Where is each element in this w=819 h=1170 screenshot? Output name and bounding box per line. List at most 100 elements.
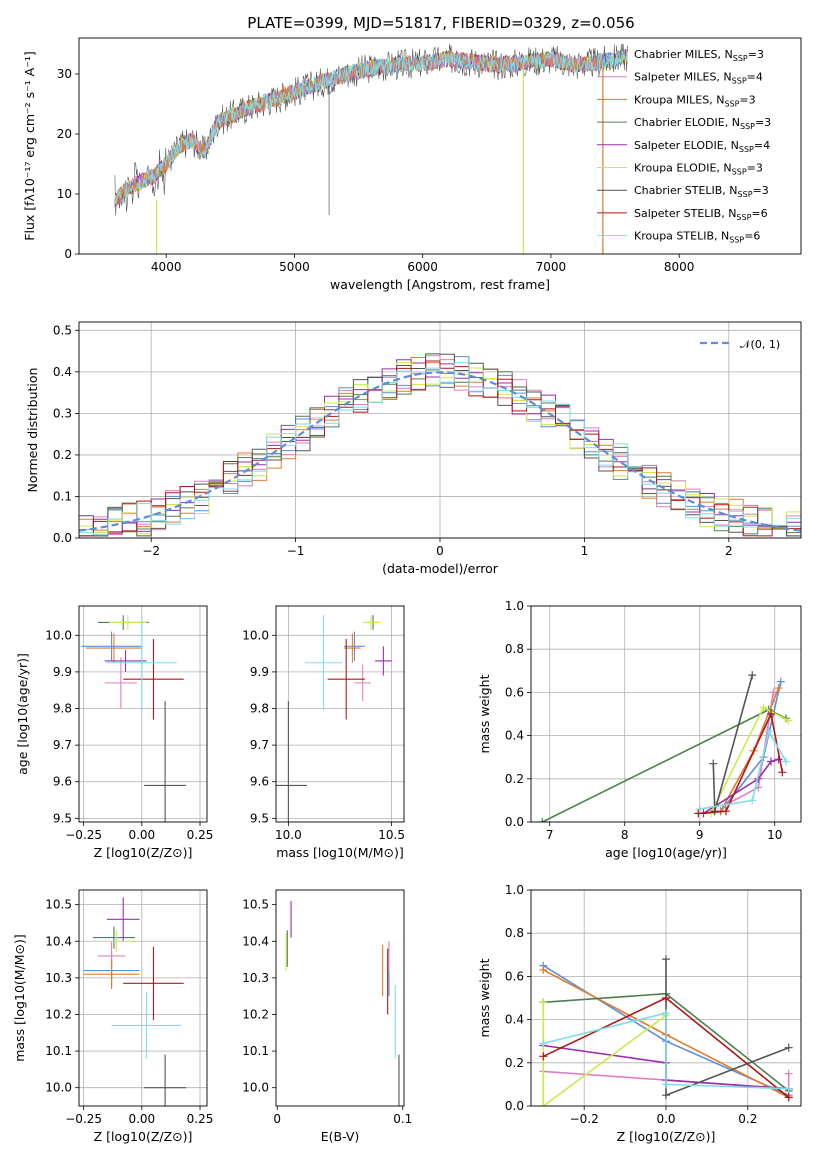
weight-marker — [662, 1091, 670, 1100]
x-tick-label: 9 — [696, 828, 704, 842]
x-axis-label: Z [log10(Z/Z⊙)] — [617, 1129, 716, 1144]
legend-label: Chabrier ELODIE, NSSP=3 — [634, 116, 771, 131]
x-tick-label: 7 — [546, 828, 554, 842]
y-tick-label: 9.7 — [250, 738, 269, 752]
figure-title: PLATE=0399, MJD=51817, FIBERID=0329, z=0… — [247, 14, 634, 32]
legend-label: Kroupa MILES, NSSP=3 — [634, 93, 756, 108]
x-tick-label: −0.2 — [570, 1112, 599, 1126]
y-axis-label: mass weight — [477, 958, 492, 1037]
histogram-step — [79, 362, 801, 536]
x-tick-label: 6000 — [407, 260, 438, 274]
weight-marker — [769, 688, 778, 697]
errorbars — [83, 897, 187, 1106]
normal-curve — [79, 371, 801, 532]
y-tick-label: 0.0 — [53, 531, 72, 545]
age-vs-mass-panel: 10.0 10.5 9.5 9.6 9.7 9.8 9.9 10.0 mass [log10(M… — [242, 605, 405, 860]
x-tick-label: 0 — [273, 1112, 281, 1126]
weight-marker — [539, 1102, 548, 1106]
histograms — [79, 353, 801, 537]
weight-marker — [695, 805, 704, 814]
x-tick-label: 10.0 — [275, 828, 302, 842]
axes-frame — [78, 605, 208, 823]
legend-label: Kroupa STELIB, NSSP=6 — [634, 230, 760, 245]
y-tick-label: 9.6 — [250, 775, 269, 789]
y-tick-label: 10.0 — [45, 1081, 72, 1095]
legend-label: 𝒩(0, 1) — [740, 338, 780, 351]
weight-marker — [694, 809, 703, 818]
legend-label: Salpeter ELODIE, NSSP=4 — [634, 139, 770, 154]
axes-frame — [530, 605, 802, 823]
weight-line — [541, 708, 787, 822]
errorbars — [285, 900, 400, 1106]
errorbars — [276, 615, 392, 822]
y-tick-label: 0.5 — [53, 323, 72, 337]
y-axis-label: Flux [fλ10⁻¹⁷ erg cm⁻² s⁻¹ A⁻¹] — [22, 51, 37, 240]
x-axis-label: Z [log10(Z/Z⊙)] — [94, 845, 193, 860]
histogram-step — [79, 353, 801, 537]
x-tick-label: 8000 — [664, 260, 695, 274]
y-tick-label: 10.3 — [45, 971, 72, 985]
legend-label: Salpeter MILES, NSSP=4 — [634, 71, 763, 86]
x-axis-label: E(B-V) — [321, 1129, 360, 1144]
legend-label: Salpeter STELIB, NSSP=6 — [634, 207, 768, 222]
weight-marker — [539, 1052, 548, 1061]
weight-line — [542, 1002, 667, 1106]
y-tick-label: 0.4 — [505, 1013, 524, 1027]
x-tick-label: 0.25 — [187, 828, 214, 842]
mass-vs-extinction-panel: 0 0.1 10.0 10.1 10.2 10.3 10.4 10.5 E(B-V) — [242, 889, 412, 1144]
y-tick-label: 10.2 — [242, 1007, 269, 1021]
axes-frame — [275, 605, 405, 823]
y-tick-label: 0.4 — [53, 365, 72, 379]
spectrum-lines — [114, 43, 628, 254]
axes-frame — [78, 889, 208, 1107]
weight-marker — [722, 807, 730, 816]
y-axis-label: age [log10(age/yr)] — [15, 653, 30, 775]
legend-label: Kroupa ELODIE, NSSP=3 — [634, 162, 763, 177]
y-tick-label: 9.5 — [250, 811, 269, 825]
y-tick-label: 10 — [57, 187, 72, 201]
weight-line — [698, 711, 784, 815]
y-tick-label: 0.2 — [505, 1056, 524, 1070]
weight-marker — [784, 1069, 793, 1078]
y-axis-label: mass weight — [477, 674, 492, 753]
x-tick-label: 0.2 — [738, 1112, 757, 1126]
x-tick-label: 0 — [436, 544, 444, 558]
y-tick-label: 9.9 — [250, 665, 269, 679]
weight-marker — [784, 716, 793, 725]
x-tick-label: −0.25 — [65, 1112, 102, 1126]
y-tick-label: 10.2 — [45, 1007, 72, 1021]
weight-marker — [784, 1084, 793, 1093]
y-tick-label: 0.0 — [505, 1099, 524, 1113]
y-axis-label: mass [log10(M/M⊙)] — [12, 934, 27, 1062]
residual-histogram-panel: −2 −1 0 1 2 0.0 0.1 0.2 0.3 0.4 0.5 (data-model)/er… — [25, 321, 802, 576]
x-tick-label: 0.00 — [128, 828, 155, 842]
weight-marker — [662, 1009, 670, 1018]
y-tick-label: 10.5 — [45, 898, 72, 912]
spectrum-legend: Chabrier MILES, NSSP=3 Salpeter MILES, NS… — [597, 48, 771, 245]
age-vs-metallicity-panel: −0.25 0.00 0.25 9.5 9.6 9.7 9.8 9.9 10.0 Z [log10… — [15, 605, 214, 860]
y-tick-label: 9.5 — [53, 811, 72, 825]
axes-frame — [530, 889, 802, 1107]
weight-line — [665, 959, 789, 1097]
y-tick-label: 0.8 — [505, 926, 524, 940]
x-tick-label: 8 — [621, 828, 629, 842]
weight-lines — [538, 671, 793, 822]
y-tick-label: 10.4 — [45, 934, 72, 948]
x-tick-label: 1 — [581, 544, 589, 558]
weight-marker — [776, 677, 785, 686]
weight-marker — [767, 757, 775, 766]
mass-weight-vs-metallicity-panel: −0.2 0.0 0.2 0.0 0.2 0.4 0.6 0.8 1.0 Z [log10(Z/Z… — [477, 883, 802, 1144]
y-tick-label: 1.0 — [505, 883, 524, 897]
axes-frame — [78, 321, 802, 539]
x-tick-label: 0.0 — [656, 1112, 675, 1126]
errorbars — [81, 615, 187, 822]
y-tick-label: 10.3 — [242, 971, 269, 985]
y-tick-label: 9.6 — [53, 775, 72, 789]
spectrum-line — [114, 49, 628, 204]
histogram-step — [79, 355, 801, 535]
y-tick-label: 0.3 — [53, 406, 72, 420]
y-tick-label: 9.8 — [53, 702, 72, 716]
x-tick-label: 5000 — [279, 260, 310, 274]
x-tick-label: 4000 — [151, 260, 182, 274]
weight-marker — [784, 1093, 793, 1102]
